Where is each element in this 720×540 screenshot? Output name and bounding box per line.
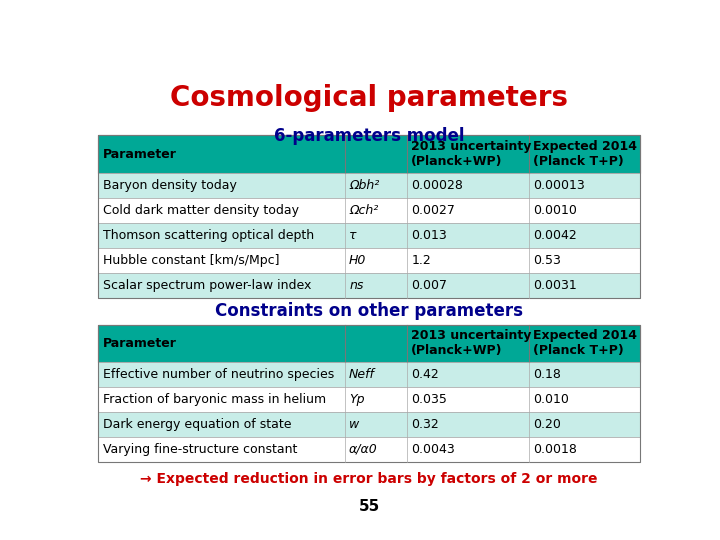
Text: Parameter: Parameter (103, 148, 176, 161)
Text: 0.0018: 0.0018 (533, 443, 577, 456)
Text: Thomson scattering optical depth: Thomson scattering optical depth (103, 229, 314, 242)
Text: 0.53: 0.53 (533, 254, 561, 267)
Text: 6-parameters model: 6-parameters model (274, 127, 464, 145)
Text: → Expected reduction in error bars by factors of 2 or more: → Expected reduction in error bars by fa… (140, 472, 598, 487)
Bar (99, 437, 639, 462)
Text: 0.42: 0.42 (411, 368, 439, 381)
Text: 0.20: 0.20 (533, 418, 561, 431)
Text: Ωbh²: Ωbh² (349, 179, 379, 192)
Text: 0.0031: 0.0031 (533, 279, 577, 292)
Text: H0: H0 (349, 254, 366, 267)
Text: 2013 uncertainty
(Planck+WP): 2013 uncertainty (Planck+WP) (411, 140, 532, 168)
Text: 0.00028: 0.00028 (411, 179, 463, 192)
Text: 2013 uncertainty
(Planck+WP): 2013 uncertainty (Planck+WP) (411, 329, 532, 357)
Text: Cold dark matter density today: Cold dark matter density today (103, 204, 299, 217)
Text: Scalar spectrum power-law index: Scalar spectrum power-law index (103, 279, 311, 292)
Text: 0.007: 0.007 (411, 279, 447, 292)
Text: 0.0010: 0.0010 (533, 204, 577, 217)
Text: Expected 2014
(Planck T+P): Expected 2014 (Planck T+P) (533, 329, 637, 357)
Text: Cosmological parameters: Cosmological parameters (170, 84, 568, 112)
Text: Constraints on other parameters: Constraints on other parameters (215, 302, 523, 320)
Bar (99, 136, 639, 298)
Text: 0.00013: 0.00013 (533, 179, 585, 192)
Text: Yp: Yp (349, 393, 364, 406)
Text: Hubble constant [km/s/Mpc]: Hubble constant [km/s/Mpc] (103, 254, 279, 267)
Bar (99, 173, 639, 198)
Text: 0.013: 0.013 (411, 229, 447, 242)
Text: 0.32: 0.32 (411, 418, 439, 431)
Text: Fraction of baryonic mass in helium: Fraction of baryonic mass in helium (103, 393, 326, 406)
Bar (99, 248, 639, 273)
Text: 0.035: 0.035 (411, 393, 447, 406)
Text: Expected 2014
(Planck T+P): Expected 2014 (Planck T+P) (533, 140, 637, 168)
Text: Ωch²: Ωch² (349, 204, 378, 217)
Text: Dark energy equation of state: Dark energy equation of state (103, 418, 292, 431)
Text: 55: 55 (359, 500, 379, 514)
Text: 0.0027: 0.0027 (411, 204, 455, 217)
Bar (99, 362, 639, 387)
Text: w: w (349, 418, 359, 431)
Text: ns: ns (349, 279, 364, 292)
Text: τ: τ (349, 229, 356, 242)
Text: 1.2: 1.2 (411, 254, 431, 267)
Text: α/α0: α/α0 (349, 443, 378, 456)
Text: 0.0043: 0.0043 (411, 443, 455, 456)
Text: Effective number of neutrino species: Effective number of neutrino species (103, 368, 334, 381)
Bar (99, 325, 639, 462)
Bar (99, 223, 639, 248)
Bar (99, 412, 639, 437)
Text: 0.18: 0.18 (533, 368, 561, 381)
Bar (99, 325, 639, 362)
Bar (99, 387, 639, 412)
Bar (99, 198, 639, 223)
Text: 0.0042: 0.0042 (533, 229, 577, 242)
Bar (99, 136, 639, 173)
Text: 0.010: 0.010 (533, 393, 569, 406)
Bar (99, 273, 639, 298)
Text: Parameter: Parameter (103, 337, 176, 350)
Text: Varying fine-structure constant: Varying fine-structure constant (103, 443, 297, 456)
Text: Neff: Neff (349, 368, 375, 381)
Text: Baryon density today: Baryon density today (103, 179, 237, 192)
